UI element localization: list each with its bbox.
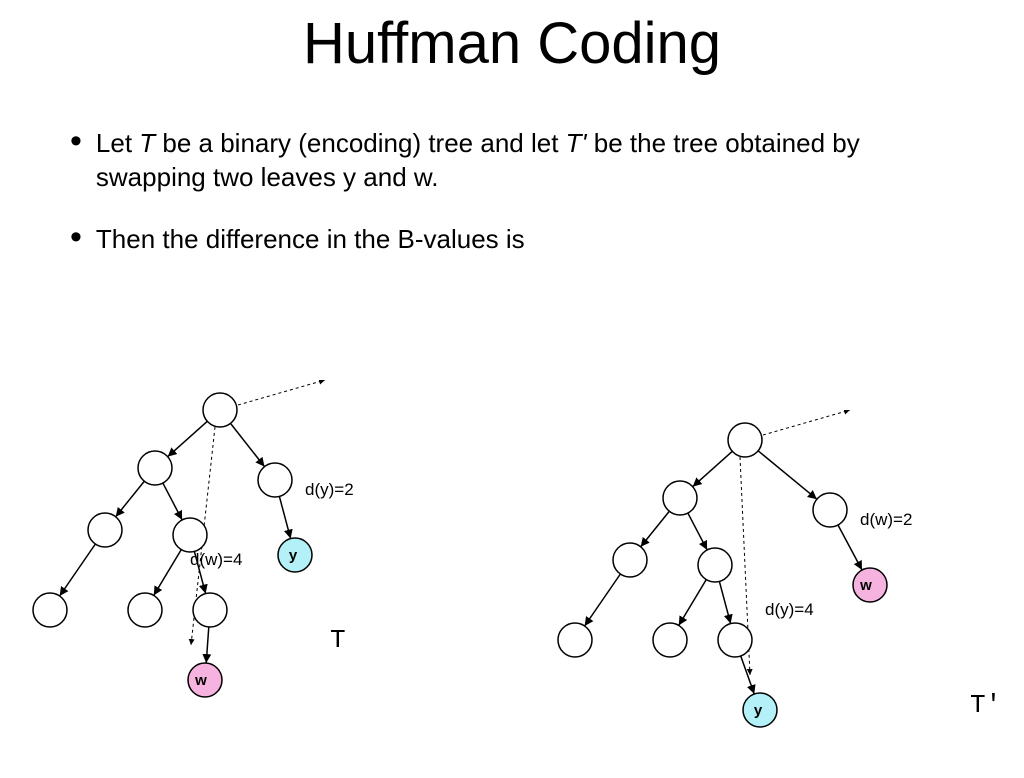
bullet-dot-icon: • [70,227,82,247]
page-title: Huffman Coding [0,10,1024,77]
bullet-dot-icon: • [70,131,82,151]
svg-text:d(w)=4: d(w)=4 [190,550,242,569]
svg-text:d(y)=2: d(y)=2 [305,480,354,499]
svg-text:w: w [194,672,207,689]
bullet-list: • Let T be a binary (encoding) tree and … [70,127,1024,256]
tree-Tprime-label: T' [970,690,1001,720]
svg-text:y: y [754,702,763,719]
tree-right-diagram: w y d(w)=2 d(y)=4 [540,410,980,750]
bullet-2-text: Then the difference in the B-values is [96,223,525,257]
svg-text:d(w)=2: d(w)=2 [860,510,912,529]
bullet-1-text: Let T be a binary (encoding) tree and le… [96,127,966,195]
svg-text:d(y)=4: d(y)=4 [765,600,814,619]
bullet-2: • Then the difference in the B-values is [70,223,1024,257]
bullet-1: • Let T be a binary (encoding) tree and … [70,127,1024,195]
svg-text:w: w [859,577,872,594]
svg-text:y: y [289,547,298,564]
tree-T-label: T [330,625,346,655]
diagram-area: y w d(y)=2 d(w)=4 w y d(w)=2 d(y)=4 T T' [0,380,1024,778]
tree-left-diagram: y w d(y)=2 d(w)=4 [15,380,455,720]
